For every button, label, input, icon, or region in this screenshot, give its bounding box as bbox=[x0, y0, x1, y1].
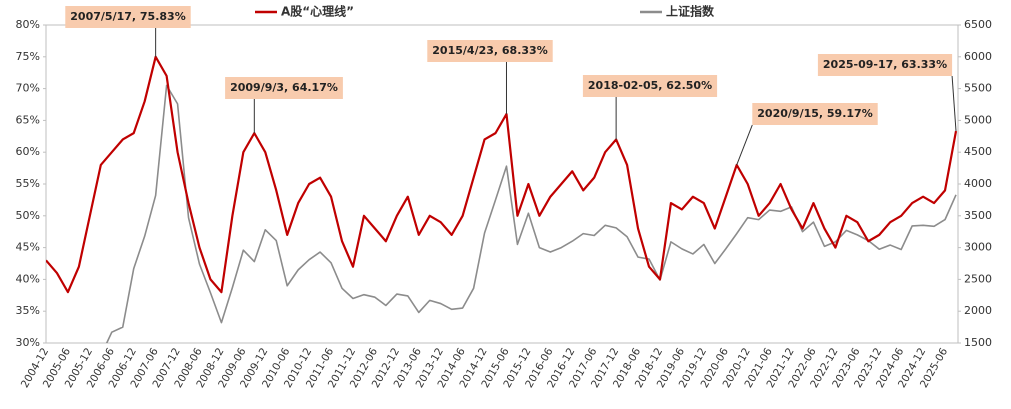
y2-tick-label: 6500 bbox=[964, 18, 992, 31]
annotation-leader bbox=[951, 75, 957, 132]
annotation-text: 2007/5/17, 75.83% bbox=[70, 10, 185, 23]
annotation-text: 2018-02-05, 62.50% bbox=[588, 79, 712, 92]
y-tick-label: 40% bbox=[16, 272, 40, 285]
y2-tick-label: 4000 bbox=[964, 177, 992, 190]
series-line bbox=[105, 84, 957, 343]
y2-tick-label: 5000 bbox=[964, 113, 992, 126]
y2-tick-label: 3500 bbox=[964, 209, 992, 222]
y2-tick-label: 6000 bbox=[964, 50, 992, 63]
annotation-text: 2015/4/23, 68.33% bbox=[432, 44, 547, 57]
y-tick-label: 30% bbox=[16, 336, 40, 349]
y2-tick-label: 3000 bbox=[964, 241, 992, 254]
y-tick-label: 75% bbox=[16, 50, 40, 63]
y2-tick-label: 2500 bbox=[964, 272, 992, 285]
legend-label: 上证指数 bbox=[666, 4, 715, 19]
y-tick-label: 60% bbox=[16, 145, 40, 158]
y2-tick-label: 4500 bbox=[964, 145, 992, 158]
annotation-text: 2009/9/3, 64.17% bbox=[230, 81, 338, 94]
annotation-box bbox=[427, 40, 553, 62]
annotation-box bbox=[752, 103, 878, 125]
y2-tick-label: 5500 bbox=[964, 82, 992, 95]
annotation-leader bbox=[736, 124, 753, 166]
y2-tick-label: 1500 bbox=[964, 336, 992, 349]
annotation-box bbox=[225, 77, 343, 99]
legend-label: A股“心理线” bbox=[281, 4, 354, 19]
annotation-text: 2020/9/15, 59.17% bbox=[757, 107, 872, 120]
y2-tick-label: 2000 bbox=[964, 304, 992, 317]
y-tick-label: 50% bbox=[16, 209, 40, 222]
y-tick-label: 45% bbox=[16, 241, 40, 254]
annotation-box bbox=[817, 54, 953, 76]
annotation-box bbox=[582, 75, 718, 97]
y-tick-label: 35% bbox=[16, 304, 40, 317]
annotation-box bbox=[65, 6, 191, 28]
y-tick-label: 55% bbox=[16, 177, 40, 190]
plot-area bbox=[46, 55, 958, 343]
y-tick-label: 70% bbox=[16, 82, 40, 95]
series-line bbox=[46, 55, 958, 294]
y-tick-label: 80% bbox=[16, 18, 40, 31]
y-tick-label: 65% bbox=[16, 113, 40, 126]
annotation-text: 2025-09-17, 63.33% bbox=[823, 58, 947, 71]
